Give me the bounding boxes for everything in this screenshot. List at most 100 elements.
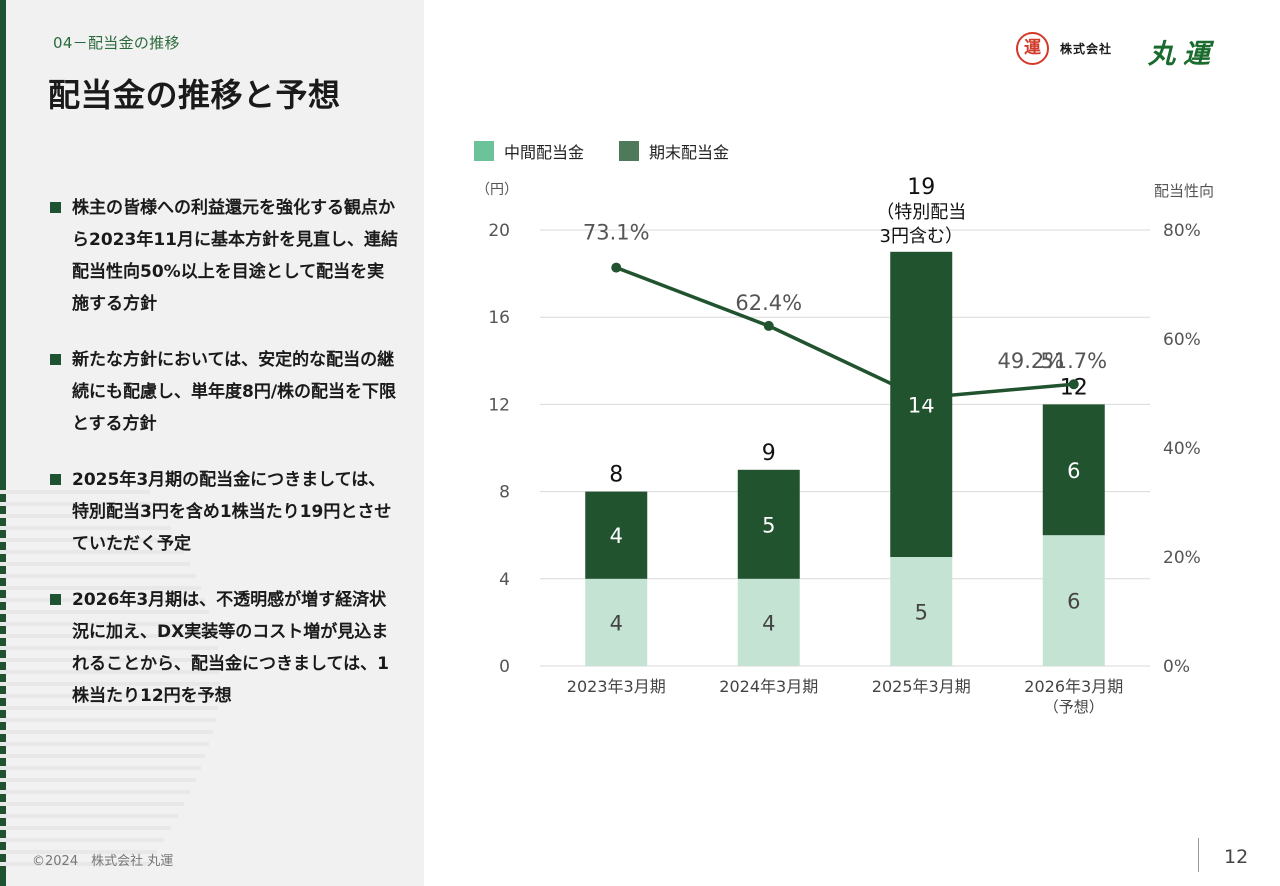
stripe-line	[0, 766, 201, 770]
bullet-item: 2025年3月期の配当金につきましては、特別配当3円を含め1株当たり19円とさせ…	[48, 464, 398, 560]
stripe-line	[0, 850, 157, 854]
stripe-line	[0, 574, 196, 578]
page-title: 配当金の推移と予想	[48, 76, 341, 114]
payout-ratio-point	[916, 392, 927, 403]
logo-mark-icon: 運	[1016, 32, 1049, 65]
bullet-square-icon	[50, 594, 61, 605]
bar-segment-interim	[585, 578, 648, 666]
left-panel: 04－配当金の推移 配当金の推移と予想 株主の皆様への利益還元を強化する観点から…	[0, 0, 424, 886]
bar-total-note: 3円含む）	[880, 226, 963, 247]
stripe-line	[0, 814, 178, 818]
stripe-line	[0, 754, 205, 758]
y-left-tick-label: 20	[488, 221, 510, 241]
stripe-line	[0, 838, 164, 842]
bullet-square-icon	[50, 474, 61, 485]
legend-label: 期末配当金	[649, 143, 729, 162]
stripe-line	[0, 646, 218, 650]
stripe-line	[0, 790, 190, 794]
copyright: ©2024 株式会社 丸運	[32, 854, 174, 869]
stripe-line	[0, 682, 220, 686]
stripe-line	[0, 514, 164, 518]
stripe-line	[0, 586, 201, 590]
payout-ratio-point	[1068, 379, 1079, 390]
stripe-line	[0, 550, 184, 554]
y-right-tick-label: 0%	[1163, 657, 1190, 677]
bar-value-label: 5	[915, 601, 928, 625]
bullet-text: 株主の皆様への利益還元を強化する観点から2023年11月に基本方針を見直し、連結…	[72, 198, 398, 314]
stripe-line	[0, 526, 171, 530]
payout-ratio-label: 62.4%	[735, 291, 802, 315]
stripe-line	[0, 610, 209, 614]
stripe-line	[0, 706, 218, 710]
logo-company-name: 丸運	[1148, 39, 1218, 70]
page-divider	[1198, 838, 1199, 872]
x-category-label: 2023年3月期	[567, 677, 666, 696]
y-left-tick-label: 0	[499, 657, 510, 677]
bar-segment-year-end	[890, 251, 953, 558]
bar-segment-interim	[1042, 535, 1105, 666]
bullet-text: 2026年3月期は、不透明感が増す経済状況に加え、DX実装等のコスト増が見込まれ…	[72, 590, 389, 706]
stripe-line	[0, 802, 184, 806]
bullet-list: 株主の皆様への利益還元を強化する観点から2023年11月に基本方針を見直し、連結…	[48, 192, 398, 736]
company-logo: 運 株式会社 丸運	[1016, 32, 1236, 70]
stripe-line	[0, 742, 209, 746]
bar-value-label: 6	[1067, 590, 1080, 614]
payout-ratio-point	[611, 262, 622, 273]
accent-bar	[0, 0, 6, 886]
y-right-tick-label: 60%	[1163, 330, 1201, 350]
page-number: 12	[1224, 846, 1249, 868]
bullet-text: 新たな方針においては、安定的な配当の継続にも配慮し、単年度8円/株の配当を下限と…	[72, 350, 397, 434]
legend-swatch	[474, 141, 494, 161]
stripe-line	[0, 502, 157, 506]
y-left-tick-label: 16	[488, 308, 510, 328]
payout-ratio-label: 73.1%	[583, 221, 650, 245]
bar-total-label: 19	[907, 175, 935, 200]
payout-ratio-label: 49.2%	[998, 349, 1065, 373]
legend-swatch	[619, 141, 639, 161]
bullet-item: 新たな方針においては、安定的な配当の継続にも配慮し、単年度8円/株の配当を下限と…	[48, 344, 398, 440]
section-label: 04－配当金の推移	[53, 34, 180, 52]
stripe-line	[0, 730, 213, 734]
stripe-line	[0, 490, 150, 494]
stripe-line	[0, 826, 171, 830]
bar-total-label: 9	[762, 441, 776, 466]
bullet-square-icon	[50, 354, 61, 365]
bar-value-label: 4	[610, 524, 623, 548]
bullet-text: 2025年3月期の配当金につきましては、特別配当3円を含め1株当たり19円とさせ…	[72, 470, 392, 554]
stripe-line	[0, 862, 150, 866]
legend-label: 中間配当金	[504, 143, 584, 162]
bar-segment-year-end	[1042, 404, 1105, 536]
y-right-axis-label: 配当性向	[1154, 182, 1214, 200]
stripe-line	[0, 718, 216, 722]
bar-value-label: 6	[1067, 459, 1080, 483]
bar-value-label: 4	[610, 611, 623, 635]
stripe-line	[0, 658, 219, 662]
bar-value-label: 4	[762, 611, 775, 635]
bar-value-label: 5	[762, 513, 775, 537]
payout-ratio-line	[615, 265, 1074, 400]
bar-total-note: （特別配当	[876, 202, 966, 223]
payout-ratio-label: 51.7%	[1040, 349, 1107, 373]
dividend-chart: 0 4 8 12 16 20 0% 20% 40% 60% 80% （円） 配当性向 中間配当金 期末配当金…	[474, 141, 1214, 716]
stripe-line	[0, 634, 216, 638]
y-left-unit-label: （円）	[476, 182, 518, 198]
stripe-line	[0, 778, 196, 782]
y-right-tick-label: 80%	[1163, 221, 1201, 241]
y-left-tick-label: 8	[499, 483, 510, 503]
bar-total-label: 8	[609, 463, 623, 488]
stripe-line	[0, 670, 220, 674]
stripe-line	[0, 538, 178, 542]
bar-segment-interim	[737, 578, 800, 666]
y-left-tick-label: 12	[488, 395, 510, 415]
bar-segment-year-end	[737, 469, 800, 579]
bar-segment-year-end	[585, 491, 648, 579]
y-left-tick-label: 4	[499, 570, 510, 590]
x-category-label: 2026年3月期	[1024, 677, 1123, 696]
bar-segment-interim	[890, 557, 953, 666]
x-category-sublabel: （予想）	[1044, 698, 1104, 716]
stripe-line	[0, 562, 190, 566]
stripe-line	[0, 694, 219, 698]
y-right-tick-label: 40%	[1163, 439, 1201, 459]
stripe-line	[0, 622, 213, 626]
payout-ratio-point	[763, 320, 774, 331]
